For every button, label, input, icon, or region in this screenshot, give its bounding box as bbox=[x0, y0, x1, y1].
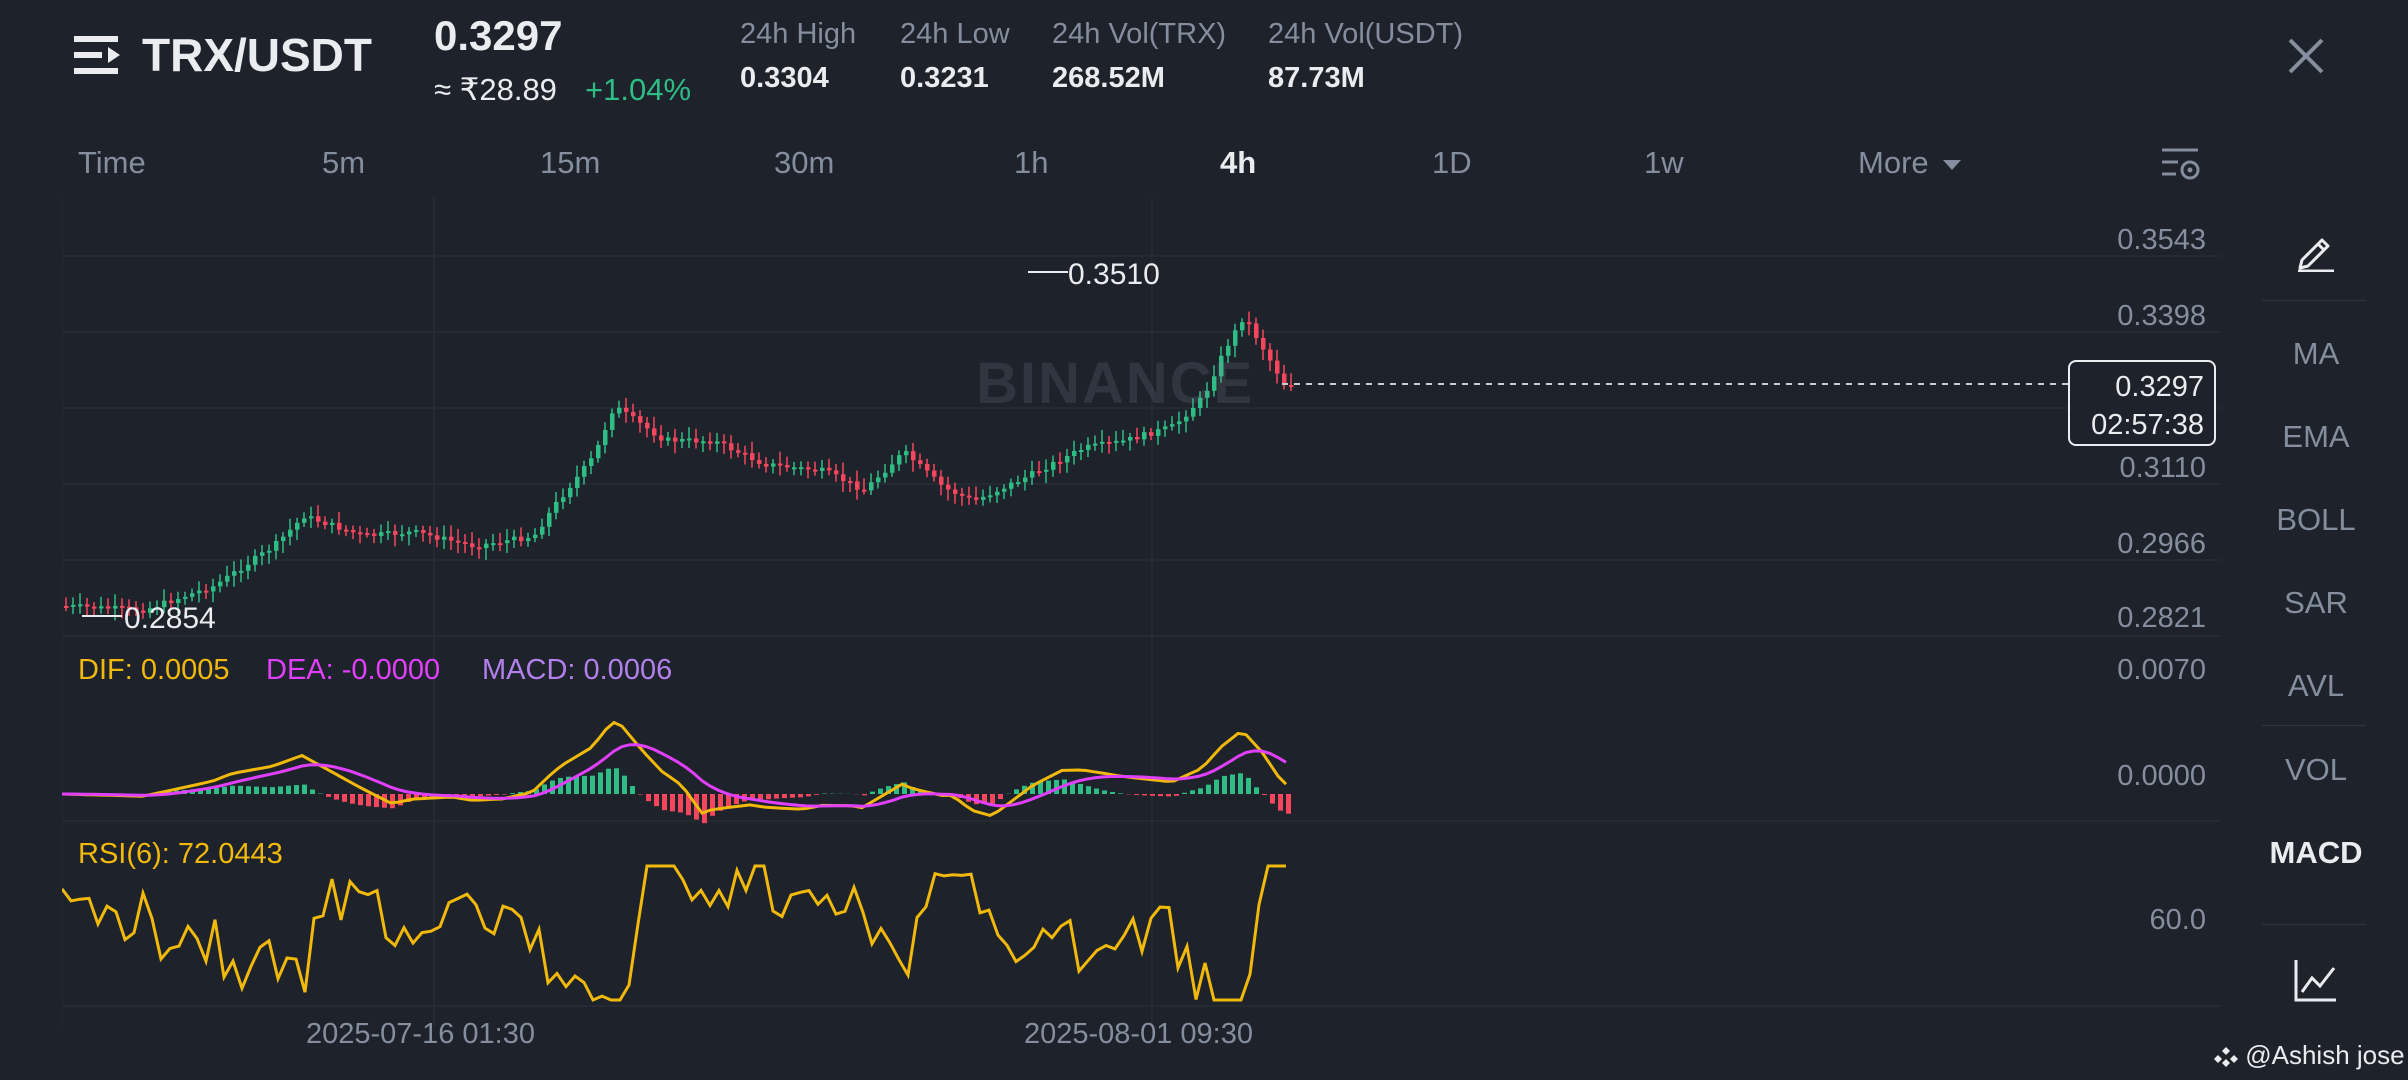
rsi-axis-label: 60.0 bbox=[2149, 904, 2206, 936]
indicator-ema[interactable]: EMA bbox=[2282, 419, 2350, 454]
tab-more[interactable]: More bbox=[1858, 145, 1963, 181]
current-price-value: 0.3297 bbox=[2115, 371, 2204, 403]
watermark-logo: BINANCE bbox=[976, 351, 1255, 416]
indicator-sar[interactable]: SAR bbox=[2284, 585, 2348, 620]
indicator-avl[interactable]: AVL bbox=[2287, 668, 2345, 703]
chart-type-icon[interactable] bbox=[2294, 958, 2338, 1002]
price-axis-label: 0.3110 bbox=[2119, 452, 2206, 484]
last-price: 0.3297 bbox=[434, 12, 563, 59]
indicator-macd[interactable]: MACD bbox=[2269, 835, 2363, 870]
stat-label-low: 24h Low bbox=[900, 18, 1010, 50]
tab-30m[interactable]: 30m bbox=[774, 145, 835, 180]
close-icon[interactable] bbox=[2284, 34, 2328, 78]
indicator-boll[interactable]: BOLL bbox=[2276, 502, 2356, 537]
macd-dif-label: DIF: 0.0005 bbox=[78, 654, 230, 686]
rsi-label: RSI(6): 72.0443 bbox=[78, 838, 283, 870]
tab-1h[interactable]: 1h bbox=[1014, 145, 1049, 180]
rsi-line bbox=[62, 864, 1286, 1002]
macd-value-label: MACD: 0.0006 bbox=[482, 654, 673, 686]
dif-line bbox=[62, 720, 1288, 817]
dea-line bbox=[62, 743, 1287, 808]
tab-more-label: More bbox=[1858, 145, 1929, 180]
stat-label-vol-trx: 24h Vol(TRX) bbox=[1052, 18, 1227, 50]
credit-text: @Ashish jose bbox=[2214, 1040, 2405, 1071]
chart-settings-icon[interactable] bbox=[2160, 146, 2202, 182]
stat-value-high: 0.3304 bbox=[740, 62, 829, 94]
macd-dea-label: DEA: -0.0000 bbox=[266, 654, 441, 686]
candlestick-chart[interactable] bbox=[62, 196, 2220, 1054]
indicator-vol[interactable]: VOL bbox=[2284, 752, 2348, 787]
pair-title[interactable]: TRX/USDT bbox=[142, 29, 372, 81]
macd-axis-label: 0.0070 bbox=[2117, 654, 2206, 686]
current-price-box: 0.3297 02:57:38 bbox=[2068, 360, 2216, 446]
fiat-price: ≈ ₹28.89 bbox=[434, 72, 557, 107]
tab-5m[interactable]: 5m bbox=[322, 145, 366, 180]
macd-axis-label: 0.0000 bbox=[2117, 760, 2206, 792]
sidebar-divider bbox=[2262, 924, 2366, 925]
tab-1w[interactable]: 1w bbox=[1644, 145, 1684, 180]
candle-countdown: 02:57:38 bbox=[2091, 409, 2204, 441]
candles bbox=[64, 311, 1294, 621]
price-axis-label: 0.3543 bbox=[2117, 224, 2206, 256]
chart-grid bbox=[62, 197, 2220, 1026]
credit-label: @Ashish jose bbox=[2245, 1040, 2405, 1070]
price-change: +1.04% bbox=[585, 72, 692, 107]
stat-label-vol-usdt: 24h Vol(USDT) bbox=[1268, 18, 1464, 50]
tab-1d[interactable]: 1D bbox=[1432, 145, 1472, 180]
low-price-label: 0.2854 bbox=[124, 602, 216, 635]
sidebar-divider bbox=[2262, 725, 2366, 726]
stat-value-vol-trx: 268.52M bbox=[1052, 62, 1165, 94]
tab-15m[interactable]: 15m bbox=[540, 145, 601, 180]
stat-value-vol-usdt: 87.73M bbox=[1268, 62, 1365, 94]
caret-down-icon bbox=[1943, 159, 1962, 170]
sidebar-divider bbox=[2262, 300, 2366, 301]
high-price-label: 0.3510 bbox=[1068, 258, 1160, 291]
price-axis-label: 0.3398 bbox=[2117, 300, 2206, 332]
price-axis-label: 0.2821 bbox=[2117, 602, 2206, 634]
date-axis-label: 2025-08-01 09:30 bbox=[1024, 1018, 1253, 1050]
binance-logo-icon bbox=[2214, 1047, 2238, 1068]
indicator-ma[interactable]: MA bbox=[2292, 336, 2340, 371]
draw-tool-icon[interactable] bbox=[2296, 230, 2336, 272]
price-axis-label: 0.2966 bbox=[2117, 528, 2206, 560]
stat-label-high: 24h High bbox=[740, 18, 857, 50]
tab-time[interactable]: Time bbox=[78, 145, 146, 180]
tab-4h[interactable]: 4h bbox=[1220, 145, 1257, 180]
date-axis-label: 2025-07-16 01:30 bbox=[306, 1018, 535, 1050]
menu-icon[interactable] bbox=[74, 34, 122, 76]
stat-value-low: 0.3231 bbox=[900, 62, 989, 94]
